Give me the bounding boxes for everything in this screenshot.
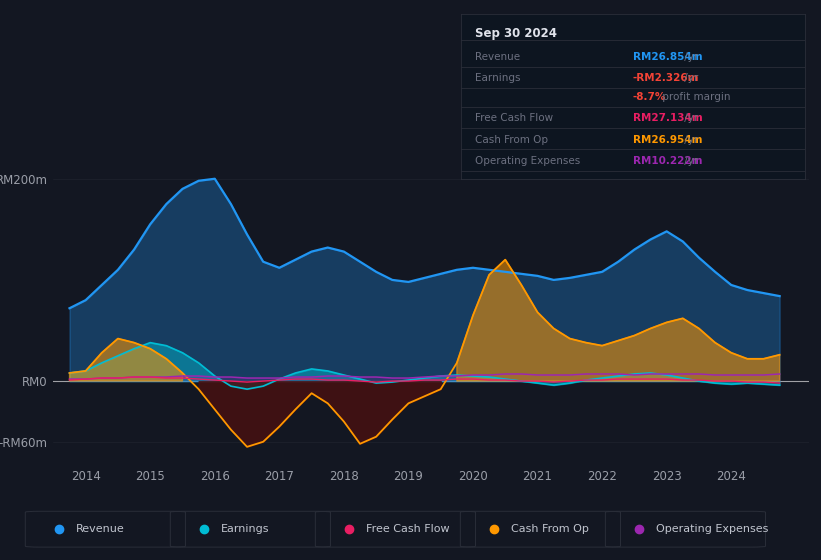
- Text: RM27.134m: RM27.134m: [633, 113, 703, 123]
- Text: /yr: /yr: [681, 52, 698, 62]
- Text: RM26.954m: RM26.954m: [633, 134, 703, 144]
- Text: Cash From Op: Cash From Op: [475, 134, 548, 144]
- Text: /yr: /yr: [681, 113, 698, 123]
- Text: RM26.854m: RM26.854m: [633, 52, 703, 62]
- Text: Free Cash Flow: Free Cash Flow: [366, 524, 450, 534]
- Text: RM10.222m: RM10.222m: [633, 156, 703, 166]
- Text: Operating Expenses: Operating Expenses: [475, 156, 580, 166]
- Text: Free Cash Flow: Free Cash Flow: [475, 113, 553, 123]
- Text: /yr: /yr: [681, 73, 698, 83]
- Text: Earnings: Earnings: [221, 524, 269, 534]
- Text: Operating Expenses: Operating Expenses: [656, 524, 768, 534]
- Text: Revenue: Revenue: [475, 52, 521, 62]
- Text: -8.7%: -8.7%: [633, 92, 667, 101]
- Text: -RM2.326m: -RM2.326m: [633, 73, 699, 83]
- Text: /yr: /yr: [681, 134, 698, 144]
- Text: Earnings: Earnings: [475, 73, 521, 83]
- Text: Cash From Op: Cash From Op: [511, 524, 589, 534]
- Text: /yr: /yr: [681, 156, 698, 166]
- Text: profit margin: profit margin: [659, 92, 731, 101]
- Text: Revenue: Revenue: [76, 524, 125, 534]
- Text: Sep 30 2024: Sep 30 2024: [475, 27, 557, 40]
